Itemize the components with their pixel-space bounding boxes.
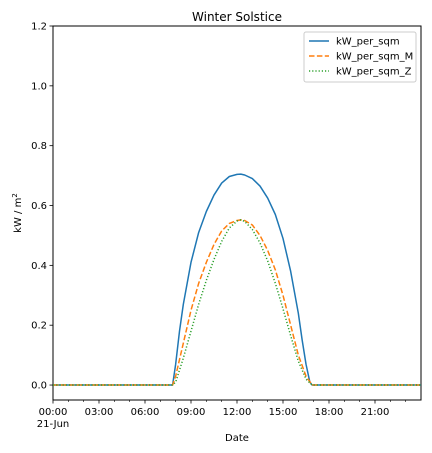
y-tick-label: 0.6 <box>31 201 47 212</box>
y-axis-label-text: kW / m <box>13 198 24 233</box>
series-layer <box>53 173 421 386</box>
y-tick-label: 1.0 <box>31 81 47 92</box>
x-tick-label: 18:00 <box>315 407 344 418</box>
legend-label-1: kW_per_sqm <box>336 37 400 48</box>
x-tick-label: 15:00 <box>269 407 298 418</box>
y-tick-label: 1.2 <box>31 22 47 33</box>
legend: kW_per_sqm kW_per_sqm_M kW_per_sqm_Z <box>303 31 417 83</box>
y-axis-label-superscript: 2 <box>11 193 19 197</box>
chart-title: Winter Solstice <box>192 10 282 24</box>
y-axis-label: kW / m2 <box>11 193 24 233</box>
x-tick-sublabel: 21-Jun <box>37 419 70 430</box>
legend-box <box>303 31 417 83</box>
legend-label-3: kW_per_sqm_Z <box>336 67 412 78</box>
y-tick-label: 0.0 <box>31 381 47 392</box>
x-tick-label: 12:00 <box>223 407 252 418</box>
x-tick-label: 21:00 <box>361 407 390 418</box>
y-tick-label: 0.4 <box>31 261 47 272</box>
x-tick-label: 09:00 <box>177 407 206 418</box>
x-tick-label: 06:00 <box>131 407 160 418</box>
legend-label-2: kW_per_sqm_M <box>336 52 413 63</box>
y-tick-label: 0.2 <box>31 321 47 332</box>
series-line-1 <box>53 173 421 386</box>
x-axis-label: Date <box>225 433 249 444</box>
series-line-2 <box>53 219 421 386</box>
x-tick-label: 03:00 <box>85 407 114 418</box>
series-line-3 <box>53 219 421 386</box>
x-tick-label: 00:00 <box>39 407 68 418</box>
y-tick-label: 0.8 <box>31 141 47 152</box>
y-axis-ticks: 0.0 0.2 0.4 0.6 0.8 1.0 1.2 <box>31 22 53 392</box>
